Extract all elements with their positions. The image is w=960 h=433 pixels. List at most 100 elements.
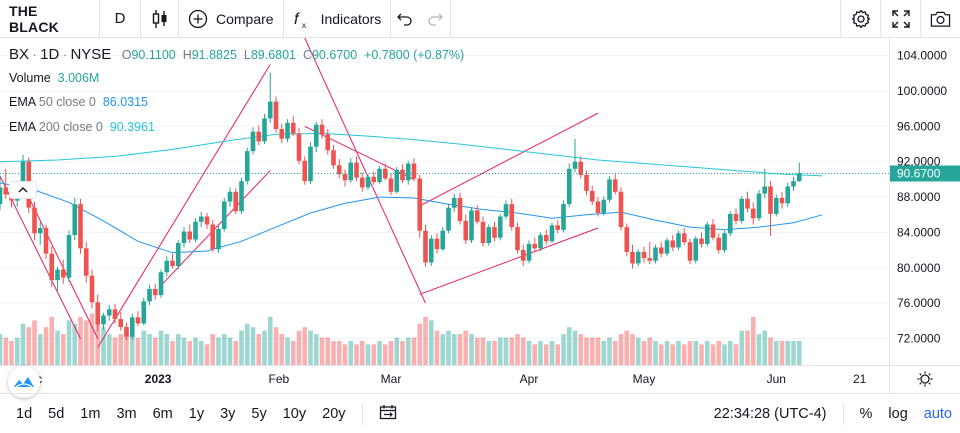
volume-bar bbox=[607, 337, 612, 365]
candle bbox=[32, 201, 37, 241]
go-to-date-button[interactable] bbox=[371, 404, 405, 424]
indicators-button[interactable]: f x Indicators bbox=[284, 0, 392, 38]
time-axis-settings-icon[interactable] bbox=[917, 371, 933, 387]
range-10y-button[interactable]: 10y bbox=[282, 405, 307, 422]
candle bbox=[756, 190, 762, 221]
candle bbox=[308, 142, 313, 184]
volume-bar bbox=[26, 327, 32, 365]
range-1d-button[interactable]: 1d bbox=[16, 405, 33, 422]
range-1m-button[interactable]: 1m bbox=[80, 405, 101, 422]
range-3y-button[interactable]: 3y bbox=[220, 405, 236, 422]
change-value: +0.7800 (+0.87%) bbox=[364, 48, 465, 62]
percent-scale-button[interactable]: % bbox=[859, 406, 873, 422]
snapshot-button[interactable] bbox=[920, 0, 960, 38]
chart-style-button[interactable] bbox=[141, 0, 179, 38]
legend-symbol[interactable]: BX bbox=[9, 46, 30, 63]
symbol-search-button[interactable]: THE BLACK bbox=[0, 0, 100, 38]
candle-body bbox=[440, 230, 446, 250]
volume-bar bbox=[532, 344, 538, 365]
candle-body bbox=[653, 247, 658, 261]
volume-bar bbox=[451, 334, 457, 365]
legend-ema50[interactable]: EMA 50 close 0 86.0315 bbox=[9, 95, 148, 109]
compare-button[interactable]: Compare bbox=[179, 0, 284, 38]
range-3m-button[interactable]: 3m bbox=[116, 405, 137, 422]
candle bbox=[262, 114, 267, 145]
candle-body bbox=[566, 168, 572, 205]
candle bbox=[515, 222, 520, 254]
volume-bar bbox=[319, 337, 325, 365]
candle-body bbox=[32, 207, 37, 234]
volume-bar bbox=[572, 330, 578, 365]
settings-button[interactable] bbox=[840, 0, 880, 38]
volume-bar bbox=[463, 330, 469, 365]
volume-bar bbox=[227, 337, 233, 365]
range-5d-button[interactable]: 5d bbox=[48, 405, 65, 422]
indicators-label: Indicators bbox=[320, 10, 382, 27]
auto-scale-button[interactable]: auto bbox=[923, 406, 952, 422]
candle-body bbox=[681, 233, 687, 243]
candle bbox=[175, 240, 181, 270]
ema200-value: 90.3961 bbox=[109, 120, 155, 134]
legend-volume[interactable]: Volume 3.006M bbox=[9, 71, 99, 85]
volume-bar bbox=[687, 340, 693, 365]
candle bbox=[3, 168, 9, 199]
candle bbox=[354, 156, 359, 182]
legend-ema200[interactable]: EMA 200 close 0 90.3961 bbox=[9, 120, 155, 134]
candle-body bbox=[394, 169, 400, 192]
candle-body bbox=[239, 181, 244, 212]
candle-body bbox=[371, 176, 377, 183]
candle-body bbox=[377, 168, 382, 183]
candle bbox=[267, 72, 273, 123]
candle bbox=[325, 129, 331, 155]
candle-body bbox=[267, 101, 273, 119]
tradingview-logo-button[interactable] bbox=[8, 366, 40, 398]
close-value: 90.6700 bbox=[311, 48, 358, 62]
candle bbox=[710, 219, 716, 241]
volume-bar bbox=[382, 344, 388, 365]
candle bbox=[791, 176, 796, 191]
candle-body bbox=[296, 133, 302, 161]
candle-body bbox=[365, 176, 371, 188]
legend-collapse-button[interactable] bbox=[9, 181, 37, 199]
price-chart[interactable]: 104.0000 100.0000 96.0000 92.0000 88.0000 84.… bbox=[0, 37, 960, 393]
svg-text:f: f bbox=[294, 11, 300, 28]
fullscreen-button[interactable] bbox=[880, 0, 920, 38]
range-6m-button[interactable]: 6m bbox=[152, 405, 173, 422]
candle-body bbox=[756, 193, 762, 219]
volume-bar bbox=[630, 334, 635, 365]
volume-bar bbox=[664, 340, 670, 365]
candle-body bbox=[313, 124, 319, 147]
top-toolbar: THE BLACK D Compare f x Indicators bbox=[0, 0, 960, 38]
redo-button[interactable] bbox=[419, 0, 452, 38]
candle bbox=[745, 191, 750, 213]
candle bbox=[785, 182, 791, 207]
volume-bar bbox=[526, 340, 532, 365]
volume-bar bbox=[170, 340, 175, 365]
open-label: O bbox=[121, 48, 132, 62]
candle-body bbox=[285, 122, 290, 139]
volume-bar bbox=[589, 337, 595, 365]
log-scale-button[interactable]: log bbox=[888, 406, 908, 422]
range-5y-button[interactable]: 5y bbox=[251, 405, 267, 422]
candle bbox=[434, 233, 440, 254]
undo-button[interactable] bbox=[391, 0, 419, 38]
volume-bar bbox=[492, 340, 497, 365]
current-price-label: 90.6700 bbox=[897, 166, 941, 180]
volume-bar bbox=[118, 334, 124, 365]
volume-bar bbox=[791, 340, 796, 365]
candle-body bbox=[624, 227, 630, 252]
trendline bbox=[160, 170, 271, 286]
range-20y-button[interactable]: 20y bbox=[322, 405, 346, 422]
candle-body bbox=[244, 151, 250, 182]
volume-bar bbox=[779, 340, 785, 365]
clock-timezone[interactable]: 22:34:28 (UTC-4) bbox=[713, 406, 827, 422]
chart-area[interactable]: 104.0000 100.0000 96.0000 92.0000 88.0000 84.… bbox=[0, 37, 960, 398]
candle bbox=[394, 167, 400, 194]
redo-icon bbox=[428, 13, 443, 26]
candle bbox=[676, 230, 681, 251]
candle bbox=[129, 313, 135, 340]
range-1y-button[interactable]: 1y bbox=[188, 405, 205, 422]
interval-button[interactable]: D bbox=[100, 0, 141, 38]
candle bbox=[796, 162, 802, 183]
candle bbox=[124, 322, 129, 341]
